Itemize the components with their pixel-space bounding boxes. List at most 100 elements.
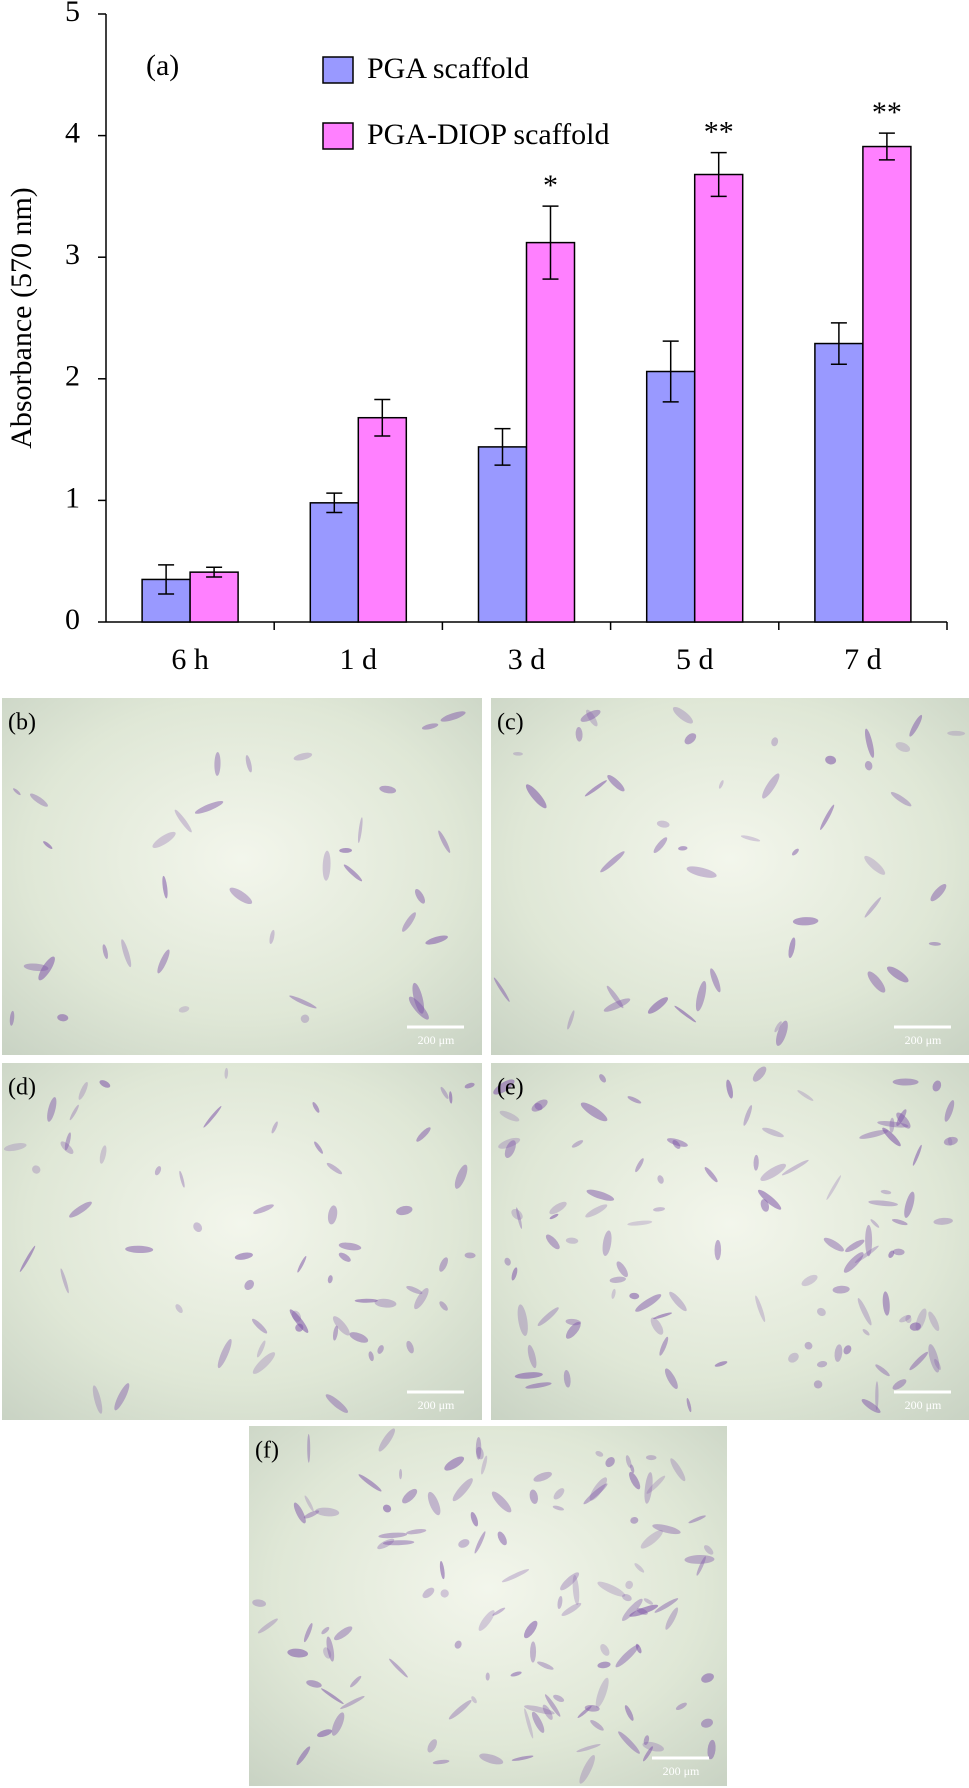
cell <box>928 1344 940 1373</box>
cell <box>762 1127 784 1138</box>
cell <box>826 1175 842 1200</box>
cell <box>389 1658 408 1678</box>
cell <box>804 1341 813 1350</box>
cell <box>889 1117 895 1133</box>
cell <box>382 1540 415 1546</box>
cell <box>214 752 221 776</box>
cell <box>297 1255 307 1273</box>
micrograph-background <box>2 1063 482 1420</box>
cell <box>947 1137 953 1146</box>
cell <box>675 1702 687 1711</box>
cell <box>458 1539 470 1548</box>
cell <box>635 1643 642 1654</box>
cell <box>670 1458 686 1482</box>
cell <box>179 1170 185 1188</box>
cell <box>646 1475 666 1494</box>
cell <box>338 1242 362 1251</box>
cell <box>544 1694 561 1717</box>
cell <box>579 1755 595 1784</box>
panel-label: (d) <box>8 1075 36 1101</box>
cell <box>511 1208 523 1220</box>
micrograph: (e) 200 μm <box>491 1063 969 1420</box>
cell <box>38 956 55 981</box>
cell <box>753 1154 759 1171</box>
error-bar <box>878 132 895 161</box>
bar <box>693 173 744 623</box>
cell <box>402 1488 418 1504</box>
cell <box>629 1292 640 1300</box>
cell <box>861 1399 881 1414</box>
cell <box>439 1301 448 1311</box>
cell <box>854 1245 879 1263</box>
cell <box>603 998 631 1012</box>
cell <box>644 1472 653 1504</box>
cell <box>121 939 132 968</box>
cell <box>307 1434 311 1463</box>
cell <box>498 1137 521 1149</box>
cell <box>193 1222 203 1233</box>
cell <box>252 1352 276 1374</box>
cell <box>653 1312 672 1320</box>
cell <box>912 1144 922 1166</box>
cell <box>224 1067 229 1079</box>
cell <box>567 1010 575 1030</box>
cell <box>475 1437 482 1460</box>
cell <box>607 774 625 792</box>
cell <box>533 1471 552 1482</box>
cell <box>557 1595 563 1610</box>
cell <box>427 1491 441 1516</box>
cell <box>864 897 882 918</box>
cell <box>657 1175 664 1184</box>
cell <box>565 1237 579 1244</box>
cell <box>531 1099 548 1112</box>
cell <box>755 1295 766 1322</box>
error-bar <box>206 566 223 578</box>
cell <box>652 1524 681 1535</box>
cell <box>511 1755 534 1761</box>
cell <box>217 1338 232 1369</box>
cell <box>60 1268 69 1294</box>
cell <box>880 1189 892 1195</box>
cell <box>595 1450 604 1457</box>
micrograph: (c) 200 μm <box>491 698 969 1055</box>
cell <box>571 1140 584 1148</box>
cell <box>92 1385 103 1414</box>
cell <box>406 1340 414 1354</box>
cell <box>862 1328 870 1336</box>
cell <box>293 752 313 761</box>
bar <box>309 502 360 623</box>
cell <box>857 1298 872 1326</box>
cell <box>629 1604 659 1617</box>
cell <box>9 1010 15 1026</box>
y-axis-label: Absorbance (570 nm) <box>5 187 38 449</box>
cell <box>537 1661 554 1670</box>
cell <box>888 1250 895 1258</box>
y-tick-label: 2 <box>65 360 80 393</box>
cell <box>643 1598 654 1605</box>
cell <box>102 944 108 959</box>
cell <box>321 1626 330 1635</box>
cell <box>523 1620 538 1639</box>
x-tick-label: 7 d <box>844 643 882 676</box>
cell <box>622 1598 643 1621</box>
cell <box>606 985 624 1009</box>
cell <box>576 1744 601 1753</box>
cell <box>630 1517 639 1524</box>
cell <box>377 1345 384 1354</box>
cell <box>13 788 21 796</box>
cell <box>304 1495 314 1512</box>
bar <box>477 446 528 623</box>
cell <box>634 1563 645 1573</box>
cell <box>896 1109 907 1126</box>
cell <box>499 1110 520 1122</box>
cell <box>323 1647 332 1659</box>
cell <box>504 1257 511 1266</box>
cell <box>349 1332 369 1343</box>
cell <box>440 711 466 722</box>
cell <box>253 1204 274 1215</box>
cell <box>584 780 607 797</box>
y-tick-label: 3 <box>65 238 80 271</box>
cell <box>653 837 668 854</box>
cell <box>643 1746 653 1762</box>
